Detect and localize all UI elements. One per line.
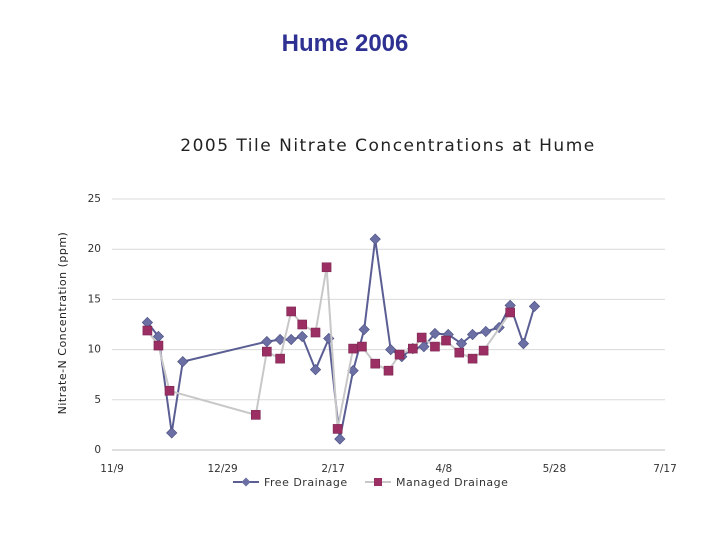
data-point-square bbox=[357, 341, 367, 352]
data-point-diamond bbox=[480, 325, 492, 338]
series-layer bbox=[141, 233, 541, 445]
data-point-square bbox=[250, 410, 261, 420]
legend: Free Drainage Managed Drainage bbox=[233, 476, 508, 489]
legend-marker-diamond bbox=[241, 477, 251, 487]
x-tick-label: 4/8 bbox=[435, 463, 452, 475]
data-point-square bbox=[286, 306, 296, 317]
data-point-square bbox=[332, 424, 343, 434]
gridlines bbox=[112, 198, 665, 451]
data-point-diamond bbox=[385, 343, 397, 356]
data-point-diamond bbox=[334, 433, 346, 445]
data-point-square bbox=[142, 325, 153, 336]
data-point-square bbox=[394, 349, 405, 360]
y-tick-label: 5 bbox=[94, 394, 101, 406]
data-point-square bbox=[275, 353, 285, 364]
data-point-square bbox=[310, 327, 321, 338]
y-tick-label: 20 bbox=[88, 243, 101, 255]
data-point-square bbox=[321, 262, 332, 273]
data-point-diamond bbox=[177, 356, 189, 368]
data-point-square bbox=[408, 343, 418, 354]
x-tick-label: 7/17 bbox=[653, 463, 677, 475]
data-point-diamond bbox=[261, 335, 273, 348]
data-point-square bbox=[348, 343, 358, 354]
data-point-diamond bbox=[418, 340, 430, 353]
x-tick-label: 12/29 bbox=[207, 463, 237, 475]
chart-title: 2005 Tile Nitrate Concentrations at Hume bbox=[180, 136, 595, 156]
data-point-diamond bbox=[296, 330, 308, 343]
y-tick-label: 25 bbox=[88, 193, 101, 205]
data-point-square bbox=[430, 341, 440, 352]
data-point-diamond bbox=[166, 427, 178, 439]
data-point-square bbox=[441, 335, 451, 346]
data-point-square bbox=[164, 385, 175, 396]
x-tick-labels: 11/9 12/29 2/17 4/8 5/28 7/17 bbox=[100, 463, 677, 475]
data-point-diamond bbox=[517, 337, 530, 350]
data-point-square bbox=[262, 346, 272, 357]
legend-item: Free Drainage bbox=[233, 476, 348, 489]
y-tick-label: 10 bbox=[88, 344, 101, 356]
data-point-diamond bbox=[274, 333, 286, 346]
data-point-square bbox=[416, 332, 427, 343]
legend-item: Managed Drainage bbox=[365, 476, 508, 489]
legend-marker-square bbox=[374, 478, 382, 486]
slide-title: Hume 2006 bbox=[281, 30, 409, 57]
data-point-square bbox=[383, 365, 394, 376]
y-tick-label: 15 bbox=[88, 293, 101, 305]
data-point-square bbox=[153, 340, 164, 351]
series-managed-drainage bbox=[142, 262, 515, 434]
data-point-diamond bbox=[358, 323, 370, 336]
y-axis-title: Nitrate-N Concentration (ppm) bbox=[56, 232, 69, 415]
legend-label: Managed Drainage bbox=[396, 476, 508, 489]
x-tick-label: 2/17 bbox=[321, 463, 345, 475]
data-point-diamond bbox=[309, 364, 322, 376]
data-point-square bbox=[454, 347, 465, 358]
data-point-diamond bbox=[466, 328, 479, 341]
data-point-diamond bbox=[528, 300, 541, 313]
data-point-square bbox=[505, 307, 515, 318]
data-point-diamond bbox=[285, 333, 297, 346]
x-tick-label: 5/28 bbox=[543, 463, 567, 475]
x-tick-label: 11/9 bbox=[100, 463, 124, 475]
legend-label: Free Drainage bbox=[264, 476, 348, 489]
data-point-diamond bbox=[369, 233, 381, 245]
data-point-diamond bbox=[429, 327, 441, 340]
data-point-square bbox=[467, 353, 478, 364]
data-point-square bbox=[370, 358, 381, 369]
data-point-square bbox=[297, 319, 308, 330]
data-point-square bbox=[478, 345, 489, 356]
y-tick-label: 0 bbox=[94, 444, 101, 456]
y-tick-labels: 0 5 10 15 20 25 bbox=[88, 193, 101, 456]
